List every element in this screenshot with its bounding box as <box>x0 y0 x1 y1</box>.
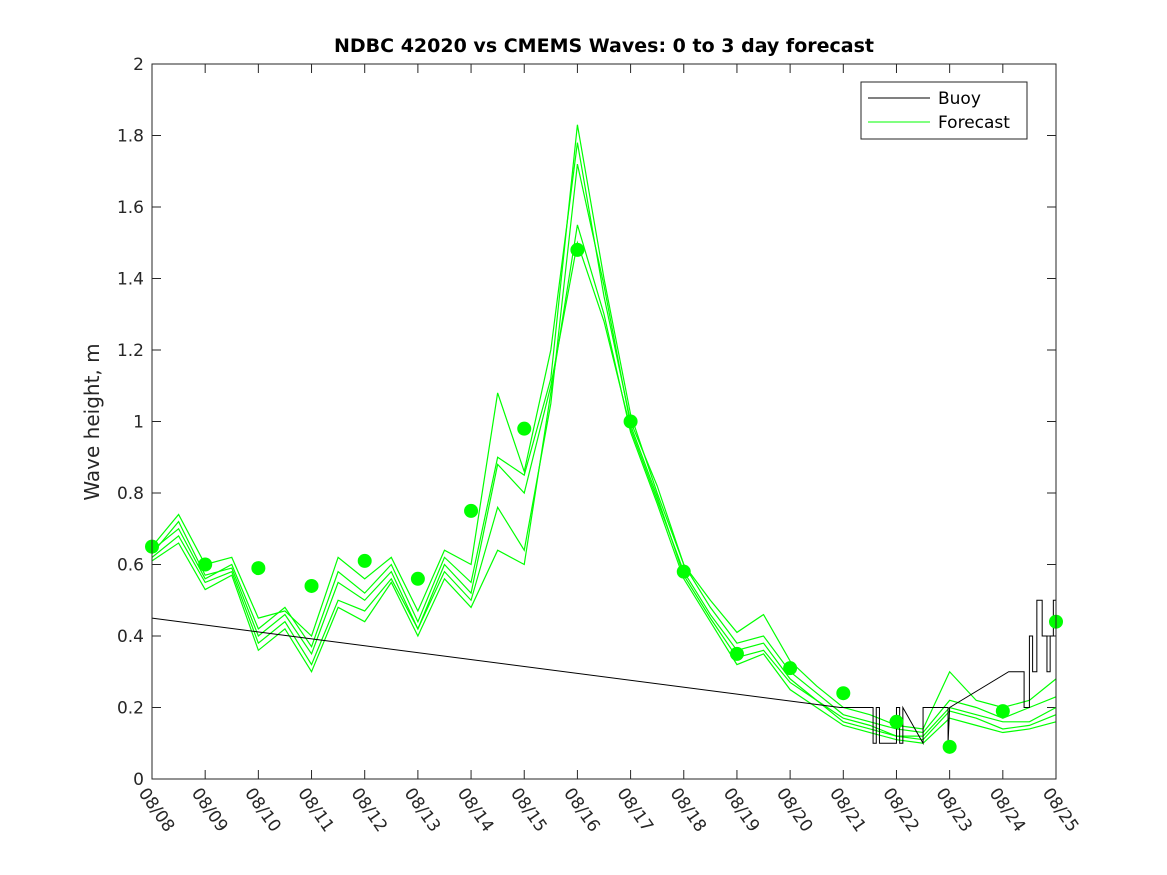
daily-marker <box>198 557 213 572</box>
x-tick-label: 08/20 <box>772 784 816 836</box>
y-tick-label: 0.8 <box>117 484 144 504</box>
daily-marker <box>623 414 638 429</box>
x-tick-label: 08/22 <box>878 784 922 836</box>
y-tick-label: 2 <box>133 55 144 75</box>
daily-marker <box>889 714 904 729</box>
daily-marker <box>517 421 532 436</box>
x-tick-label: 08/21 <box>825 784 869 836</box>
y-tick-label: 1.6 <box>117 198 144 218</box>
x-tick-label: 08/17 <box>612 784 656 836</box>
forecast-line <box>151 142 1057 730</box>
daily-marker <box>410 571 425 586</box>
daily-marker <box>251 561 266 576</box>
y-tick-label: 1.2 <box>117 341 144 361</box>
daily-marker <box>729 646 744 661</box>
y-tick-label: 0.4 <box>117 627 144 647</box>
x-tick-label: 08/18 <box>666 784 710 836</box>
y-axis-label: Wave height, m <box>80 343 104 500</box>
x-tick-label: 08/19 <box>719 784 763 836</box>
daily-marker <box>570 242 585 257</box>
y-tick-label: 1.8 <box>117 127 144 147</box>
legend: Buoy Forecast <box>860 81 1028 140</box>
buoy-line <box>151 599 1056 746</box>
y-tick-label: 1 <box>133 413 144 433</box>
x-tick-label: 08/24 <box>985 784 1029 836</box>
legend-buoy-label: Buoy <box>938 89 981 109</box>
y-tick-label: 1.4 <box>117 270 144 290</box>
x-tick-label: 08/14 <box>453 784 497 836</box>
x-tick-label: 08/15 <box>506 784 550 836</box>
x-tick-label: 08/25 <box>1038 784 1082 836</box>
forecast-line <box>151 163 1057 741</box>
daily-marker <box>676 564 691 579</box>
forecast-line <box>151 224 1057 744</box>
daily-marker <box>304 578 319 593</box>
forecast-line <box>151 124 1057 734</box>
daily-marker <box>995 704 1010 719</box>
x-tick-label: 08/12 <box>347 784 391 836</box>
x-tick-label: 08/11 <box>293 784 337 836</box>
x-tick-label: 08/23 <box>932 784 976 836</box>
chart-title: NDBC 42020 vs CMEMS Waves: 0 to 3 day fo… <box>334 35 874 57</box>
axes-box <box>151 63 1057 780</box>
x-tick-label: 08/13 <box>400 784 444 836</box>
daily-marker <box>783 661 798 676</box>
daily-marker <box>357 553 372 568</box>
forecast-line <box>151 240 1057 737</box>
daily-marker <box>836 686 851 701</box>
x-tick-label: 08/08 <box>134 784 178 836</box>
legend-box <box>860 81 1028 140</box>
daily-marker <box>464 503 479 518</box>
y-tick-label: 0.6 <box>117 556 144 576</box>
x-tick-label: 08/16 <box>559 784 603 836</box>
y-tick-label: 0.2 <box>117 699 144 719</box>
x-tick-label: 08/10 <box>240 784 284 836</box>
x-tick-label: 08/09 <box>187 784 231 836</box>
y-tick-label: 0 <box>133 770 144 790</box>
daily-marker <box>942 739 957 754</box>
legend-forecast-label: Forecast <box>938 113 1010 133</box>
